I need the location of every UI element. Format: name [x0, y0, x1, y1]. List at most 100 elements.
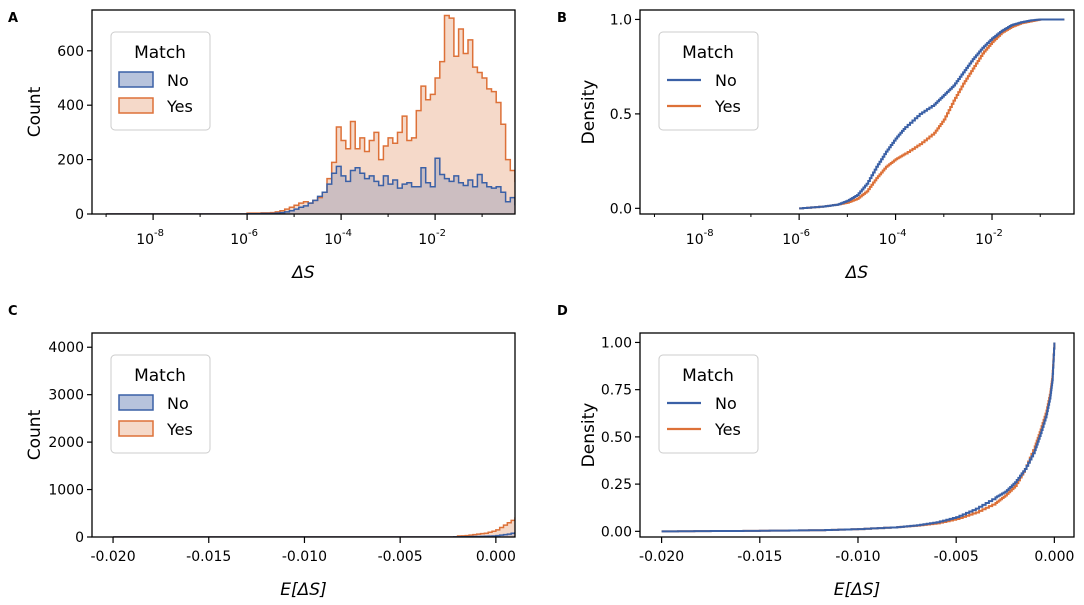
y-axis-label: Count: [25, 86, 45, 137]
x-tick-label: 10-2: [418, 228, 446, 248]
plot-area: [799, 18, 1065, 210]
legend-swatch-yes: [118, 97, 154, 114]
y-tick-label: 0.5: [610, 107, 632, 123]
x-tick-label: 0.000: [1034, 549, 1074, 565]
x-tick-exponent: -6: [248, 228, 258, 239]
legend: Match No Yes: [110, 354, 211, 454]
legend-label-yes: Yes: [166, 420, 193, 439]
legend-swatch-no: [118, 71, 154, 88]
plot-area: [661, 342, 1056, 533]
x-tick-exponent: -4: [342, 228, 352, 239]
x-tick-base: 10: [418, 232, 436, 248]
y-tick-label: 1000: [48, 483, 84, 499]
panel-d: D 0.00 0.25 0.50 0.75 1.00 -0.020 -0.015 -0.010 -…: [557, 304, 1075, 600]
series-yes-line: [799, 18, 1065, 210]
legend: Match No Yes: [110, 31, 211, 131]
panel-letter: A: [8, 11, 18, 26]
y-tick-label: 1.0: [610, 12, 632, 28]
x-tick-label: -0.010: [835, 549, 880, 565]
y-tick-label: 200: [57, 153, 84, 169]
x-tick-exponent: -4: [896, 228, 906, 239]
x-tick-label: 10-6: [782, 228, 810, 248]
x-tick-exponent: -8: [154, 228, 164, 239]
plot-area: [106, 14, 515, 214]
y-tick-label: 0.0: [610, 201, 632, 217]
series-no-outline: [113, 531, 515, 537]
y-axis-label: Count: [25, 409, 45, 460]
x-tick-exponent: -8: [704, 228, 714, 239]
x-tick-label: 10-4: [879, 228, 907, 248]
legend-title: Match: [682, 43, 734, 63]
x-tick-label: 10-8: [686, 228, 714, 248]
x-tick-label: 10-6: [230, 228, 258, 248]
y-tick-label: 0.25: [601, 477, 632, 493]
y-axis-label: Density: [579, 403, 599, 468]
x-axis-label: E[ΔS]: [834, 580, 880, 600]
panel-letter: D: [557, 304, 568, 319]
legend-label-no: No: [715, 394, 737, 413]
y-tick-label: 1.00: [601, 335, 632, 351]
series-no-line: [799, 18, 1065, 210]
x-tick-label: -0.020: [90, 549, 135, 565]
legend: Match No Yes: [658, 354, 759, 454]
x-tick-label: -0.005: [934, 549, 979, 565]
y-tick-label: 0.75: [601, 383, 632, 399]
x-tick-label: 10-8: [136, 228, 164, 248]
x-tick-base: 10: [782, 232, 800, 248]
x-tick-base: 10: [324, 232, 342, 248]
y-tick-label: 400: [57, 98, 84, 114]
legend-label-yes: Yes: [714, 420, 741, 439]
series-yes-fill: [106, 15, 515, 214]
x-tick-base: 10: [686, 232, 704, 248]
legend-title: Match: [682, 366, 734, 386]
x-tick-base: 10: [136, 232, 154, 248]
y-tick-label: 0.00: [601, 524, 632, 540]
x-axis-label: E[ΔS]: [280, 580, 326, 600]
x-tick-exponent: -2: [993, 228, 1003, 239]
x-axis-label: ΔS: [844, 263, 869, 283]
legend-swatch-yes: [118, 420, 154, 437]
x-tick-base: 10: [230, 232, 248, 248]
y-tick-label: 0: [75, 207, 84, 223]
panel-letter: B: [557, 11, 567, 26]
x-tick-exponent: -6: [800, 228, 810, 239]
y-tick-label: 0.50: [601, 430, 632, 446]
y-tick-label: 600: [57, 44, 84, 60]
axes-frame: [639, 9, 1075, 215]
x-tick-label: -0.015: [737, 549, 782, 565]
x-tick-base: 10: [975, 232, 993, 248]
x-tick-label: -0.005: [378, 549, 423, 565]
panel-b: B0.00.51.010-8 10-6 10-4 10-2ΔSDensityMatch…: [557, 9, 1075, 283]
x-tick-label: -0.020: [639, 549, 684, 565]
legend: Match No Yes: [658, 31, 759, 131]
legend-swatch-no: [118, 394, 154, 411]
y-tick-label: 3000: [48, 388, 84, 404]
x-tick-label: 10-4: [324, 228, 352, 248]
axes-frame: [91, 332, 516, 538]
x-tick-label: -0.015: [186, 549, 231, 565]
y-axis-label: Density: [579, 80, 599, 145]
legend-label-yes: Yes: [714, 97, 741, 116]
series-no-line: [661, 342, 1056, 533]
series-no-fill: [106, 158, 515, 214]
panel-letter: C: [8, 304, 18, 319]
y-tick-label: 2000: [48, 435, 84, 451]
series-no-outline: [106, 157, 515, 214]
series-no-fill: [113, 532, 515, 537]
axes-frame: [639, 332, 1075, 538]
legend-title: Match: [134, 366, 186, 386]
legend-label-yes: Yes: [166, 97, 193, 116]
legend-label-no: No: [167, 71, 189, 90]
x-axis-label: ΔS: [290, 263, 315, 283]
legend-title: Match: [134, 43, 186, 63]
panel-c: C 0 1000 2000 3000 4000 -0.020 -0.015 -0.010 -0.0…: [8, 304, 516, 600]
x-tick-label: 0.000: [476, 549, 516, 565]
series-yes-outline: [113, 517, 515, 537]
legend-label-no: No: [167, 394, 189, 413]
y-tick-label: 0: [75, 530, 84, 546]
axes-frame: [91, 9, 516, 215]
x-tick-label: 10-2: [975, 228, 1003, 248]
x-tick-exponent: -2: [436, 228, 446, 239]
